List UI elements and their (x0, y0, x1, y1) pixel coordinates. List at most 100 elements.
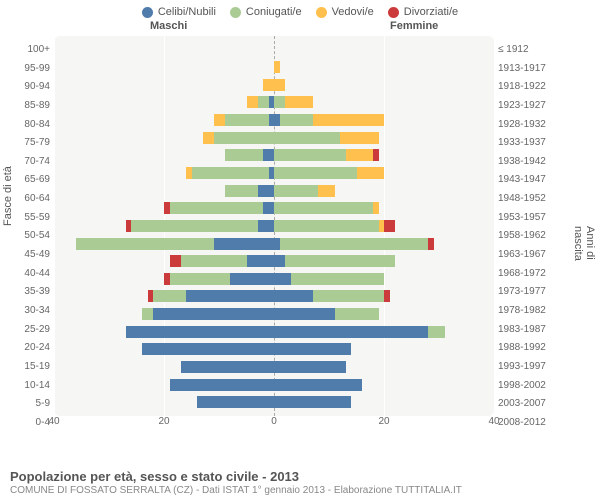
birth-label: 1968-1972 (498, 266, 598, 281)
pyramid-row (54, 114, 494, 126)
bar-seg-m (258, 220, 275, 232)
bar-seg-m (126, 220, 132, 232)
bar-seg-f (285, 96, 313, 108)
birth-label: 1983-1987 (498, 322, 598, 337)
bar-seg-f (274, 220, 379, 232)
pyramid-row (54, 202, 494, 214)
legend-item: Vedovi/e (316, 6, 374, 18)
bar-seg-f (274, 343, 351, 355)
pyramid-row (54, 396, 494, 408)
legend-label: Vedovi/e (332, 6, 374, 18)
bar-seg-m (186, 167, 192, 179)
bar-seg-f (318, 185, 335, 197)
grid-line (494, 36, 495, 416)
bar-seg-f (335, 308, 379, 320)
age-label: 75-79 (0, 135, 50, 150)
birth-label: 1943-1947 (498, 172, 598, 187)
bar-seg-m (170, 273, 231, 285)
bar-seg-f (428, 238, 434, 250)
legend-label: Divorziati/e (404, 6, 458, 18)
birth-label: 1928-1932 (498, 117, 598, 132)
footer: Popolazione per età, sesso e stato civil… (10, 469, 590, 496)
bar-seg-m (131, 220, 258, 232)
plot-area (54, 36, 494, 416)
pyramid-row (54, 79, 494, 91)
legend-swatch (142, 7, 153, 18)
bar-seg-f (274, 308, 335, 320)
x-tick: 20 (378, 416, 389, 427)
bar-seg-f (274, 96, 285, 108)
bar-seg-m (164, 202, 170, 214)
birth-label: 1923-1927 (498, 98, 598, 113)
bar-seg-f (346, 149, 374, 161)
bar-seg-f (428, 326, 445, 338)
bar-seg-m (192, 167, 269, 179)
bar-seg-f (274, 185, 318, 197)
bar-seg-m (153, 290, 186, 302)
pyramid-rows (54, 42, 494, 410)
bar-seg-f (274, 167, 357, 179)
bar-seg-f (291, 273, 385, 285)
x-tick: 0 (271, 416, 277, 427)
bar-seg-f (274, 149, 346, 161)
bar-seg-f (313, 290, 385, 302)
birth-label: 1978-1982 (498, 303, 598, 318)
bar-seg-f (285, 255, 395, 267)
bar-seg-m (263, 202, 274, 214)
bar-seg-f (274, 361, 346, 373)
legend-label: Coniugati/e (246, 6, 302, 18)
legend-label: Celibi/Nubili (158, 6, 216, 18)
bar-seg-m (164, 273, 170, 285)
bar-seg-f (280, 238, 429, 250)
birth-year-labels: ≤ 1912 1913-1917 1918-1922 1923-1927 1928-19… (498, 42, 598, 430)
bar-seg-m (142, 308, 153, 320)
bar-seg-m (142, 343, 274, 355)
bar-seg-m (230, 273, 274, 285)
birth-label: 1913-1917 (498, 61, 598, 76)
age-label: 65-69 (0, 172, 50, 187)
bar-seg-f (274, 255, 285, 267)
header-female: Femmine (390, 20, 438, 32)
age-label: 5-9 (0, 396, 50, 411)
pyramid-row (54, 238, 494, 250)
chart: Fasce di età Anni di nascita 100+95-9990… (0, 36, 600, 436)
birth-label: 2008-2012 (498, 415, 598, 430)
birth-label: 1938-1942 (498, 154, 598, 169)
birth-label: ≤ 1912 (498, 42, 598, 57)
bar-seg-f (384, 220, 395, 232)
age-label: 45-49 (0, 247, 50, 262)
bar-seg-f (313, 114, 385, 126)
bar-seg-f (274, 132, 340, 144)
bar-seg-m (225, 149, 264, 161)
age-label: 0-4 (0, 415, 50, 430)
pyramid-row (54, 290, 494, 302)
pyramid-row (54, 326, 494, 338)
pyramid-row (54, 361, 494, 373)
birth-label: 1988-1992 (498, 340, 598, 355)
bar-seg-m (170, 202, 264, 214)
birth-label: 1918-1922 (498, 79, 598, 94)
age-labels: 100+95-9990-9485-8980-8475-7970-7465-696… (0, 42, 50, 430)
age-label: 25-29 (0, 322, 50, 337)
birth-label: 1933-1937 (498, 135, 598, 150)
x-tick: 20 (158, 416, 169, 427)
bar-seg-m (181, 361, 275, 373)
pyramid-row (54, 185, 494, 197)
legend: Celibi/Nubili Coniugati/e Vedovi/e Divorzia… (0, 0, 600, 18)
age-label: 40-44 (0, 266, 50, 281)
age-label: 20-24 (0, 340, 50, 355)
bar-seg-m (186, 290, 274, 302)
age-label: 15-19 (0, 359, 50, 374)
age-label: 35-39 (0, 284, 50, 299)
bar-seg-m (225, 114, 269, 126)
birth-label: 1973-1977 (498, 284, 598, 299)
age-label: 100+ (0, 42, 50, 57)
age-label: 60-64 (0, 191, 50, 206)
bar-seg-m (197, 396, 274, 408)
age-label: 90-94 (0, 79, 50, 94)
bar-seg-m (263, 79, 274, 91)
bar-seg-f (274, 273, 291, 285)
bar-seg-m (170, 379, 275, 391)
pyramid-row (54, 343, 494, 355)
bar-seg-m (148, 290, 154, 302)
